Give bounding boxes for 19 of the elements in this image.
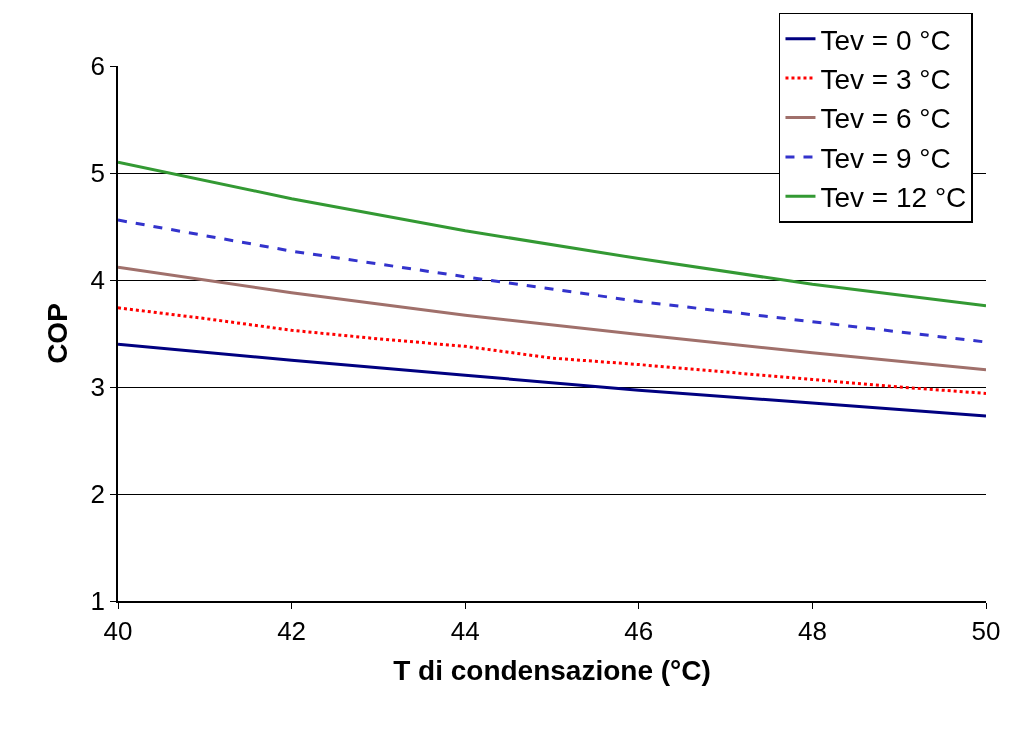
x-tick-label: 46 [624, 615, 654, 646]
legend-label: Tev = 9 °C [820, 142, 951, 174]
y-tick-label: 5 [90, 158, 106, 189]
y-tick-label: 6 [90, 51, 106, 82]
x-tick-label: 40 [103, 615, 133, 646]
x-tick-label: 48 [797, 615, 827, 646]
x-tick-label: 42 [277, 615, 307, 646]
y-tick-label: 3 [90, 372, 106, 403]
x-tick-label: 44 [450, 615, 480, 646]
legend-label: Tev = 0 °C [820, 24, 951, 56]
x-tick-label: 50 [971, 615, 1001, 646]
legend-label: Tev = 6 °C [820, 103, 951, 135]
legend-label: Tev = 3 °C [820, 64, 951, 96]
y-tick-label: 2 [90, 479, 106, 510]
y-tick-label: 4 [90, 265, 106, 296]
y-axis-title: COP [41, 303, 73, 364]
x-axis-title: T di condensazione (°C) [393, 654, 711, 686]
y-tick-label: 1 [90, 586, 106, 617]
legend-label: Tev = 12 °C [820, 182, 967, 214]
